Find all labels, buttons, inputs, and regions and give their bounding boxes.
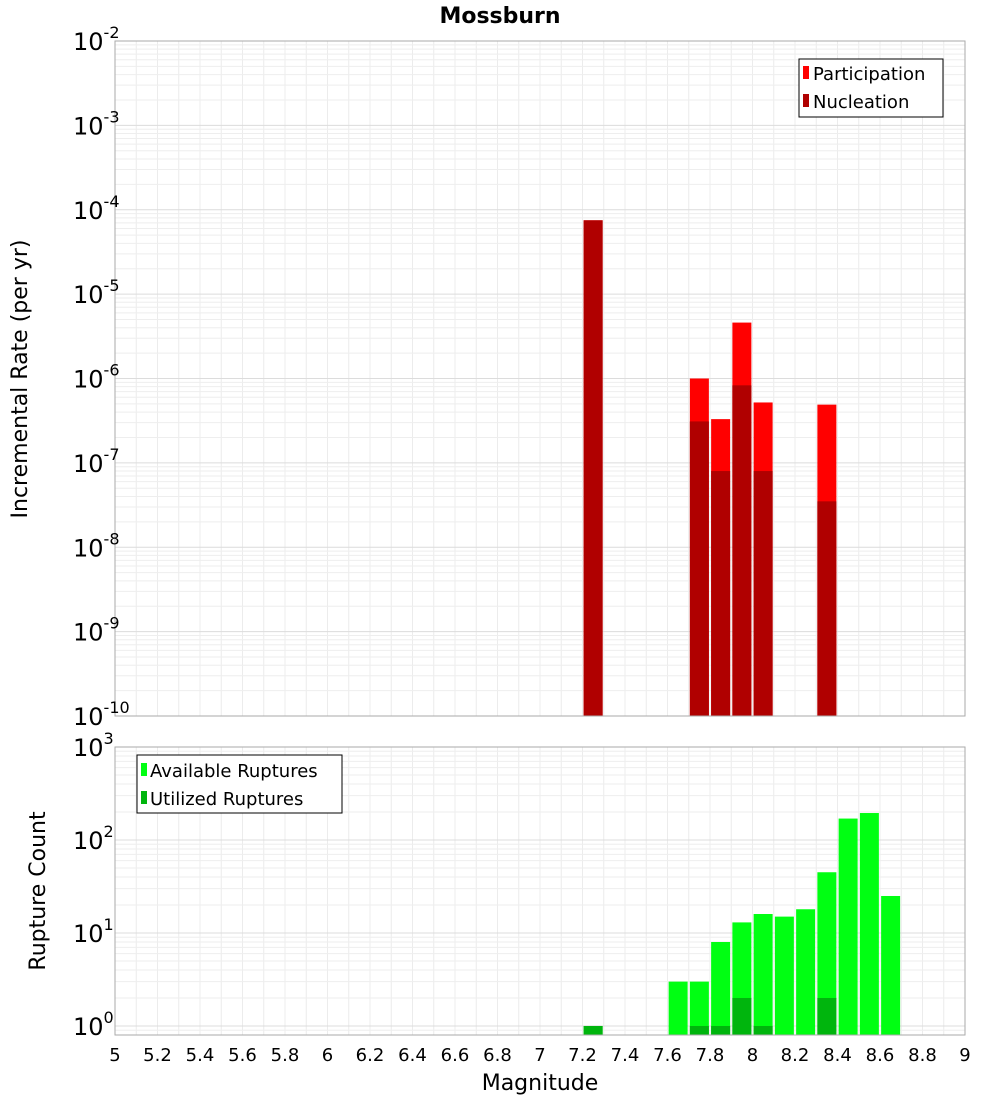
bar-available-ruptures [796, 909, 816, 1035]
y-tick-label: 10-7 [73, 445, 120, 478]
x-tick-label: 7 [534, 1045, 545, 1066]
x-tick-label: 7.6 [653, 1045, 682, 1066]
x-tick-label: 8.4 [823, 1045, 852, 1066]
y-tick-label: 101 [73, 915, 114, 948]
top-legend-box [798, 58, 944, 118]
bottom-plot-panel: 103 102 101 100 5 5.2 5.4 5.6 5.8 6 6.2 6.4 6.6 6.8 7… [26, 729, 971, 1096]
bar-nucleation [689, 421, 709, 716]
x-tick-label: 5.4 [186, 1045, 215, 1066]
top-y-ticks: 10-2 10-3 10-4 10-5 10-6 10-7 10-8 10-9 10-10 [73, 23, 130, 731]
bar-utilized-ruptures [753, 1025, 773, 1035]
legend-label-participation: Participation [813, 64, 925, 85]
bar-nucleation [711, 471, 731, 716]
bar-utilized-ruptures [711, 1025, 731, 1035]
bottom-bars [583, 813, 901, 1035]
legend-label-available-ruptures: Available Ruptures [150, 761, 318, 782]
y-tick-label: 10-2 [73, 23, 120, 56]
bar-available-ruptures [711, 942, 731, 1035]
x-tick-label: 7.8 [696, 1045, 725, 1066]
bottom-y-ticks: 103 102 101 100 [73, 729, 114, 1041]
y-tick-label: 10-6 [73, 361, 120, 394]
x-axis-label: Magnitude [482, 1071, 599, 1096]
bar-utilized-ruptures [583, 1025, 603, 1035]
bar-utilized-ruptures [817, 997, 837, 1035]
x-tick-label: 5.2 [143, 1045, 172, 1066]
legend-label-utilized-ruptures: Utilized Ruptures [150, 789, 303, 810]
bar-available-ruptures [689, 981, 709, 1035]
x-tick-label: 7.4 [611, 1045, 640, 1066]
bottom-y-axis-label: Rupture Count [26, 811, 51, 971]
bottom-plot-border [114, 746, 966, 1036]
top-grid [114, 40, 966, 717]
x-tick-label: 6.8 [483, 1045, 512, 1066]
legend-swatch-available-ruptures [141, 763, 147, 776]
x-tick-label: 7.2 [568, 1045, 597, 1066]
x-tick-label: 6 [322, 1045, 333, 1066]
x-tick-label: 5.6 [228, 1045, 257, 1066]
x-tick-label: 8.6 [866, 1045, 895, 1066]
bar-available-ruptures [668, 981, 688, 1035]
bar-available-ruptures [838, 818, 858, 1035]
top-plot-border [114, 40, 966, 717]
bar-available-ruptures [881, 895, 901, 1035]
top-plot-panel: 10-2 10-3 10-4 10-5 10-6 10-7 10-8 10-9 10-10 In… [8, 23, 966, 731]
bar-available-ruptures [859, 813, 879, 1035]
bar-utilized-ruptures [689, 1025, 709, 1035]
y-tick-label: 103 [73, 729, 114, 762]
x-ticks: 5 5.2 5.4 5.6 5.8 6 6.2 6.4 6.6 6.8 7 7.2 7.4 7.6 7.8 8… [109, 1045, 970, 1066]
bar-utilized-ruptures [732, 997, 752, 1035]
bar-nucleation [753, 471, 773, 716]
y-tick-label: 10-8 [73, 529, 120, 562]
y-tick-label: 10-3 [73, 107, 120, 140]
x-tick-label: 8 [747, 1045, 758, 1066]
legend-swatch-utilized-ruptures [141, 791, 147, 804]
x-tick-label: 6.2 [356, 1045, 385, 1066]
top-bars [583, 220, 837, 717]
bar-nucleation [732, 385, 752, 716]
x-tick-label: 6.6 [441, 1045, 470, 1066]
bar-available-ruptures [817, 872, 837, 1035]
top-legend: Participation Nucleation [798, 58, 944, 118]
x-tick-label: 5.8 [271, 1045, 300, 1066]
x-tick-label: 5 [109, 1045, 120, 1066]
legend-swatch-participation [803, 66, 809, 79]
y-tick-label: 100 [73, 1008, 114, 1041]
bar-nucleation [817, 501, 837, 716]
x-tick-label: 8.2 [781, 1045, 810, 1066]
y-tick-label: 102 [73, 822, 114, 855]
x-tick-label: 6.4 [398, 1045, 427, 1066]
bottom-legend: Available Ruptures Utilized Ruptures [136, 754, 343, 814]
x-tick-label: 9 [959, 1045, 970, 1066]
x-tick-label: 8.8 [908, 1045, 937, 1066]
bar-available-ruptures [753, 914, 773, 1035]
y-tick-label: 10-5 [73, 276, 120, 309]
legend-swatch-nucleation [803, 94, 809, 107]
chart-title: Mossburn [439, 4, 560, 29]
y-tick-label: 10-10 [73, 698, 130, 731]
legend-label-nucleation: Nucleation [813, 92, 909, 113]
bar-available-ruptures [774, 916, 794, 1035]
y-tick-label: 10-9 [73, 614, 120, 647]
y-tick-label: 10-4 [73, 192, 120, 225]
bottom-legend-box [136, 754, 343, 814]
top-y-axis-label: Incremental Rate (per yr) [8, 240, 33, 519]
bar-nucleation [583, 220, 603, 717]
